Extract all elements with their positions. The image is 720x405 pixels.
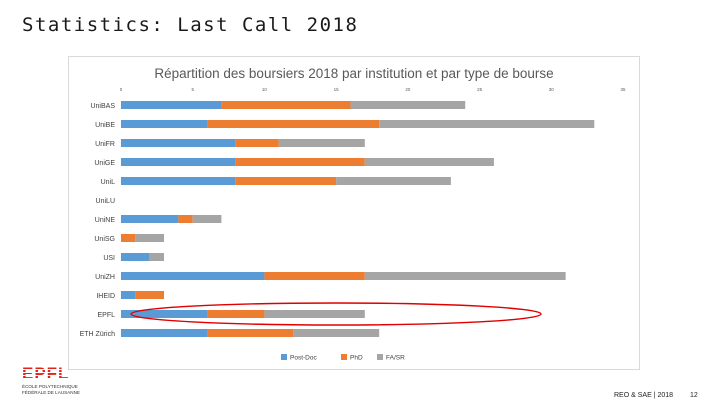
bar-segment [121,291,136,299]
x-tick-label: 5 [191,87,194,92]
bar-segment [235,139,279,147]
legend-label: Post-Doc [290,355,317,362]
legend-swatch [281,354,287,360]
category-label: ETH Zürich [80,331,116,338]
slide-title: Statistics: Last Call 2018 [22,14,359,36]
x-tick-label: 0 [120,87,123,92]
bar-segment [149,253,165,261]
bar-segment [121,272,265,280]
x-tick-label: 20 [405,87,411,92]
bar-segment [207,329,294,337]
bar-segment [135,234,165,242]
chart-title: Répartition des boursiers 2018 par insti… [154,66,553,81]
category-label: UniZH [95,274,115,281]
bar-segment [207,120,380,128]
category-label: USI [103,255,115,262]
legend-label: PhD [350,355,363,362]
x-tick-label: 35 [620,87,626,92]
bar-segment [293,329,380,337]
logo-stripe [22,366,68,367]
bar-segment [121,139,236,147]
category-label: UniL [101,179,116,186]
x-tick-label: 15 [334,87,340,92]
footer-credit: REO & SAE | 2018 [614,392,674,399]
bar-segment [192,215,222,223]
bar-segment [364,272,566,280]
bar-segment [121,158,236,166]
bar-segment [336,177,451,185]
logo-line-2: FÉDÉRALE DE LAUSANNE [22,389,80,395]
category-label: IHEID [96,293,115,300]
logo-stripe [22,372,68,373]
x-tick-label: 10 [262,87,268,92]
bar-segment [121,310,208,318]
logo-stripe [22,369,68,370]
legend-label: FA/SR [386,355,405,362]
category-label: UniBAS [90,103,115,110]
bar-segment [121,253,150,261]
highlight-ellipse [130,302,542,326]
bar-segment [121,329,208,337]
bar-segment [121,101,222,109]
category-label: UniFR [95,141,115,148]
bar-segment [221,101,351,109]
bar-segment [350,101,466,109]
category-label: UniNE [95,217,116,224]
bar-segment [135,291,165,299]
bar-segment [121,120,208,128]
category-label: EPFL [97,312,115,319]
logo-stripe [22,378,68,379]
legend-swatch [377,354,383,360]
x-tick-label: 25 [477,87,483,92]
logo-stripe [22,375,68,376]
bar-segment [264,310,365,318]
bar-segment [207,310,265,318]
logo-line-1: ÉCOLE POLYTECHNIQUE [22,383,78,389]
chart-frame: Répartition des boursiers 2018 par insti… [68,56,640,370]
bar-segment [235,158,365,166]
stacked-bar-chart: Répartition des boursiers 2018 par insti… [80,66,626,362]
bar-segment [364,158,494,166]
category-label: UniLU [96,198,115,205]
bar-segment [178,215,193,223]
bar-segment [379,120,595,128]
bar-segment [121,215,179,223]
category-label: UniBE [95,122,115,129]
bar-segment [121,177,236,185]
bar-segment [121,234,136,242]
category-label: UniGE [94,160,115,167]
category-label: UniSG [94,236,115,243]
bar-segment [264,272,365,280]
x-tick-label: 30 [549,87,555,92]
bar-segment [278,139,365,147]
bar-segment [235,177,337,185]
page-number: 12 [690,392,698,399]
legend-swatch [341,354,347,360]
